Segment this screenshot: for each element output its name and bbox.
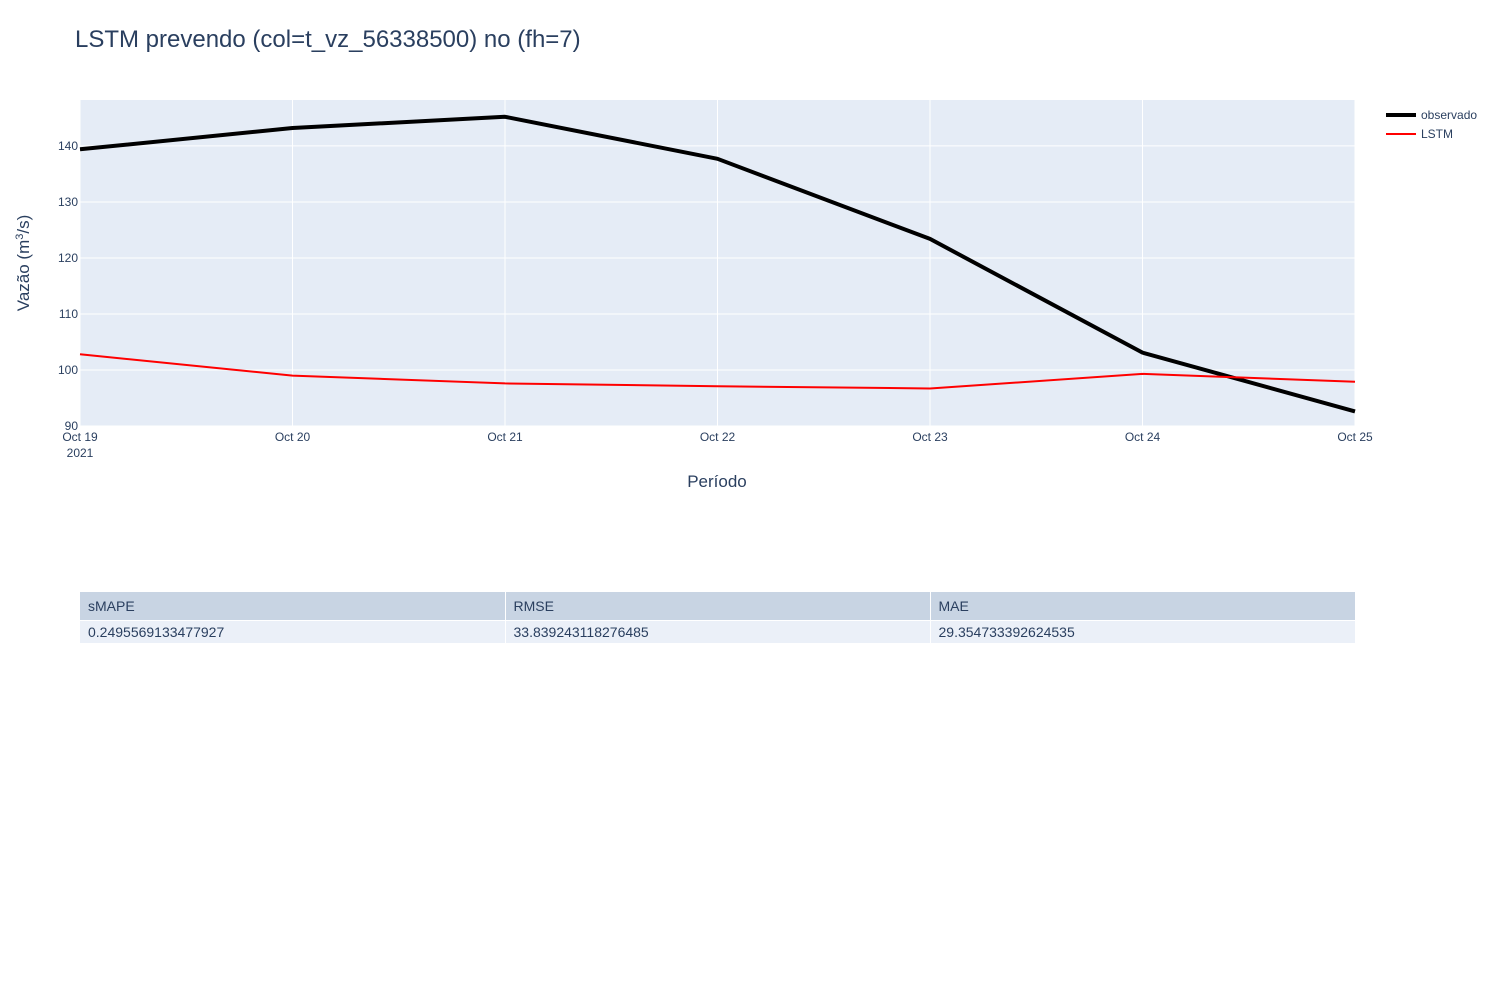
y-axis-ticks: 90 100 110 120 130 140	[58, 139, 78, 433]
y-tick-label: 90	[65, 419, 79, 433]
line-chart: Oct 19 Oct 20 Oct 21 Oct 22 Oct 23 Oct 24 Oct …	[14, 100, 1477, 491]
table-header-row: sMAPE RMSE MAE	[80, 592, 1355, 621]
series-lines	[79, 114, 1356, 414]
x-tick-label: Oct 22	[700, 430, 736, 444]
metrics-table: sMAPE RMSE MAE 0.2495569133477927 33.839…	[80, 592, 1355, 643]
x-tick-year-label: 2021	[67, 446, 94, 460]
grid-lines	[79, 100, 1356, 427]
x-tick-label: Oct 19	[62, 430, 98, 444]
legend-label-observado: observado	[1421, 108, 1477, 122]
table-header-mae: MAE	[930, 592, 1355, 621]
y-tick-label: 140	[58, 139, 78, 153]
legend-label-lstm: LSTM	[1421, 127, 1453, 141]
table-cell-rmse: 33.839243118276485	[505, 620, 931, 643]
x-tick-label: Oct 21	[487, 430, 523, 444]
chart-title: LSTM prevendo (col=t_vz_56338500) no (fh…	[75, 26, 581, 53]
table-cell-mae: 29.354733392624535	[930, 620, 1355, 643]
y-tick-label: 100	[58, 363, 78, 377]
y-axis-title: Vazão (m3/s)	[14, 215, 33, 312]
x-tick-label: Oct 20	[275, 430, 311, 444]
x-axis-title: Período	[687, 472, 747, 491]
table-header-smape: sMAPE	[80, 592, 506, 621]
y-tick-label: 120	[58, 251, 78, 265]
series-line-lstm	[79, 353, 1356, 390]
x-tick-label: Oct 23	[912, 430, 948, 444]
table-cell-smape: 0.2495569133477927	[80, 620, 506, 643]
x-axis-ticks: Oct 19 Oct 20 Oct 21 Oct 22 Oct 23 Oct 24 Oct …	[62, 430, 1373, 460]
y-tick-label: 130	[58, 195, 78, 209]
table-row: 0.2495569133477927 33.839243118276485 29…	[80, 620, 1355, 643]
x-tick-label: Oct 25	[1337, 430, 1373, 444]
y-tick-label: 110	[59, 307, 78, 321]
series-line-observado	[79, 114, 1356, 414]
legend: observado LSTM	[1386, 108, 1477, 141]
x-tick-label: Oct 24	[1125, 430, 1161, 444]
table-header-rmse: RMSE	[505, 592, 931, 621]
